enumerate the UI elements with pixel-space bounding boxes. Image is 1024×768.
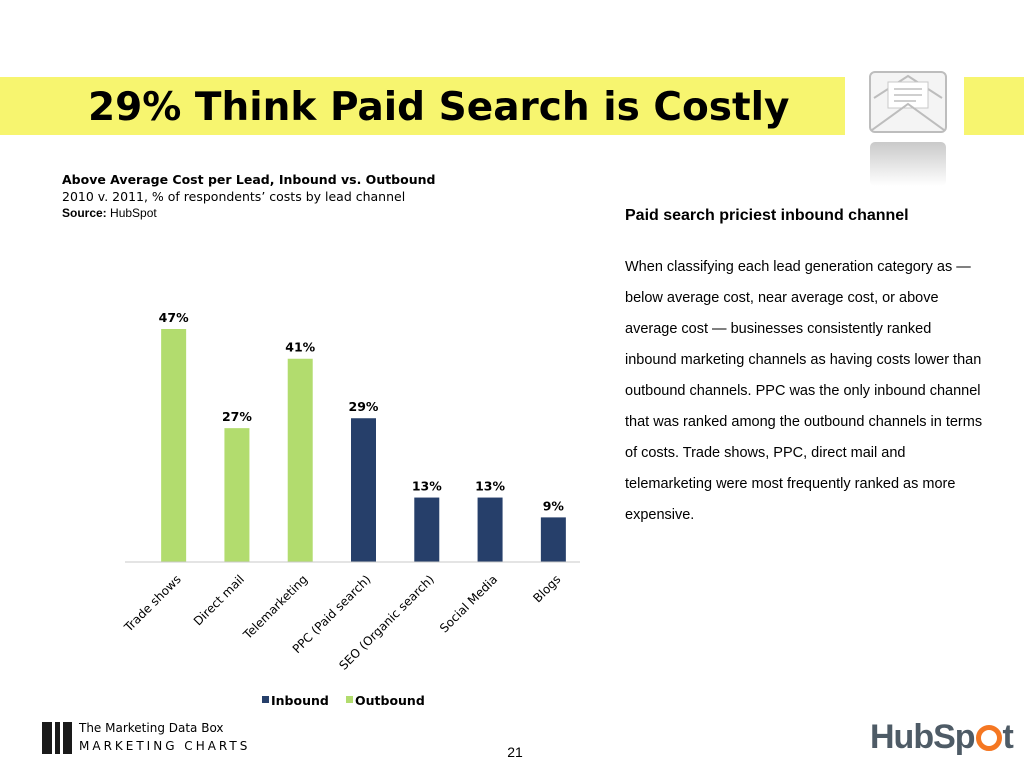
- bar-value-label: 47%: [159, 310, 189, 325]
- chart-title: Above Average Cost per Lead, Inbound vs.…: [62, 172, 436, 187]
- chart-bar: [414, 497, 440, 562]
- footer-brand-name: The Marketing Data Box: [79, 721, 224, 735]
- bar-value-label: 13%: [412, 479, 442, 494]
- title-banner: [0, 77, 845, 135]
- bar-value-label: 9%: [543, 498, 565, 513]
- title-banner-right: [964, 77, 1024, 135]
- legend-label: Outbound: [355, 693, 425, 708]
- source-label: Source:: [62, 206, 107, 220]
- legend-label: Inbound: [271, 693, 329, 708]
- bar-value-label: 13%: [475, 479, 505, 494]
- sidebar-body: When classifying each lead generation ca…: [625, 259, 983, 523]
- chart-bar: [540, 517, 566, 562]
- sprocket-icon: [975, 725, 1002, 751]
- hubspot-logo-left: HubSp: [870, 718, 976, 756]
- slide-title: 29% Think Paid Search is Costly: [88, 85, 790, 130]
- bar-value-label: 41%: [285, 340, 315, 355]
- x-tick-label: Blogs: [530, 572, 563, 605]
- source-value: HubSpot: [110, 206, 157, 220]
- x-tick-label: Trade shows: [121, 572, 184, 635]
- bar-value-label: 27%: [222, 409, 252, 424]
- sidebar-heading: Paid search priciest inbound channel: [625, 207, 909, 224]
- chart-bar: [224, 428, 250, 562]
- chart-bar: [351, 418, 376, 562]
- x-tick-label: Telemarketing: [240, 572, 310, 642]
- chart-bar: [477, 497, 503, 562]
- footer-brand-tag: MARKETING CHARTS: [79, 739, 251, 753]
- bar-value-label: 29%: [349, 399, 379, 414]
- x-tick-label: Direct mail: [191, 572, 247, 628]
- hubspot-logo-right: t: [1002, 718, 1014, 756]
- legend-swatch: [346, 696, 353, 703]
- chart-subtitle: 2010 v. 2011, % of respondents’ costs by…: [62, 189, 406, 204]
- chart-bar: [287, 358, 313, 562]
- chart-source: Source: HubSpot: [62, 206, 157, 220]
- page-number: 21: [507, 744, 523, 760]
- legend-swatch: [262, 696, 269, 703]
- chart-bar: [161, 329, 187, 562]
- hubspot-logo: HubSp t: [870, 718, 1014, 757]
- envelope-icon: [869, 71, 947, 186]
- x-tick-label: Social Media: [437, 572, 500, 635]
